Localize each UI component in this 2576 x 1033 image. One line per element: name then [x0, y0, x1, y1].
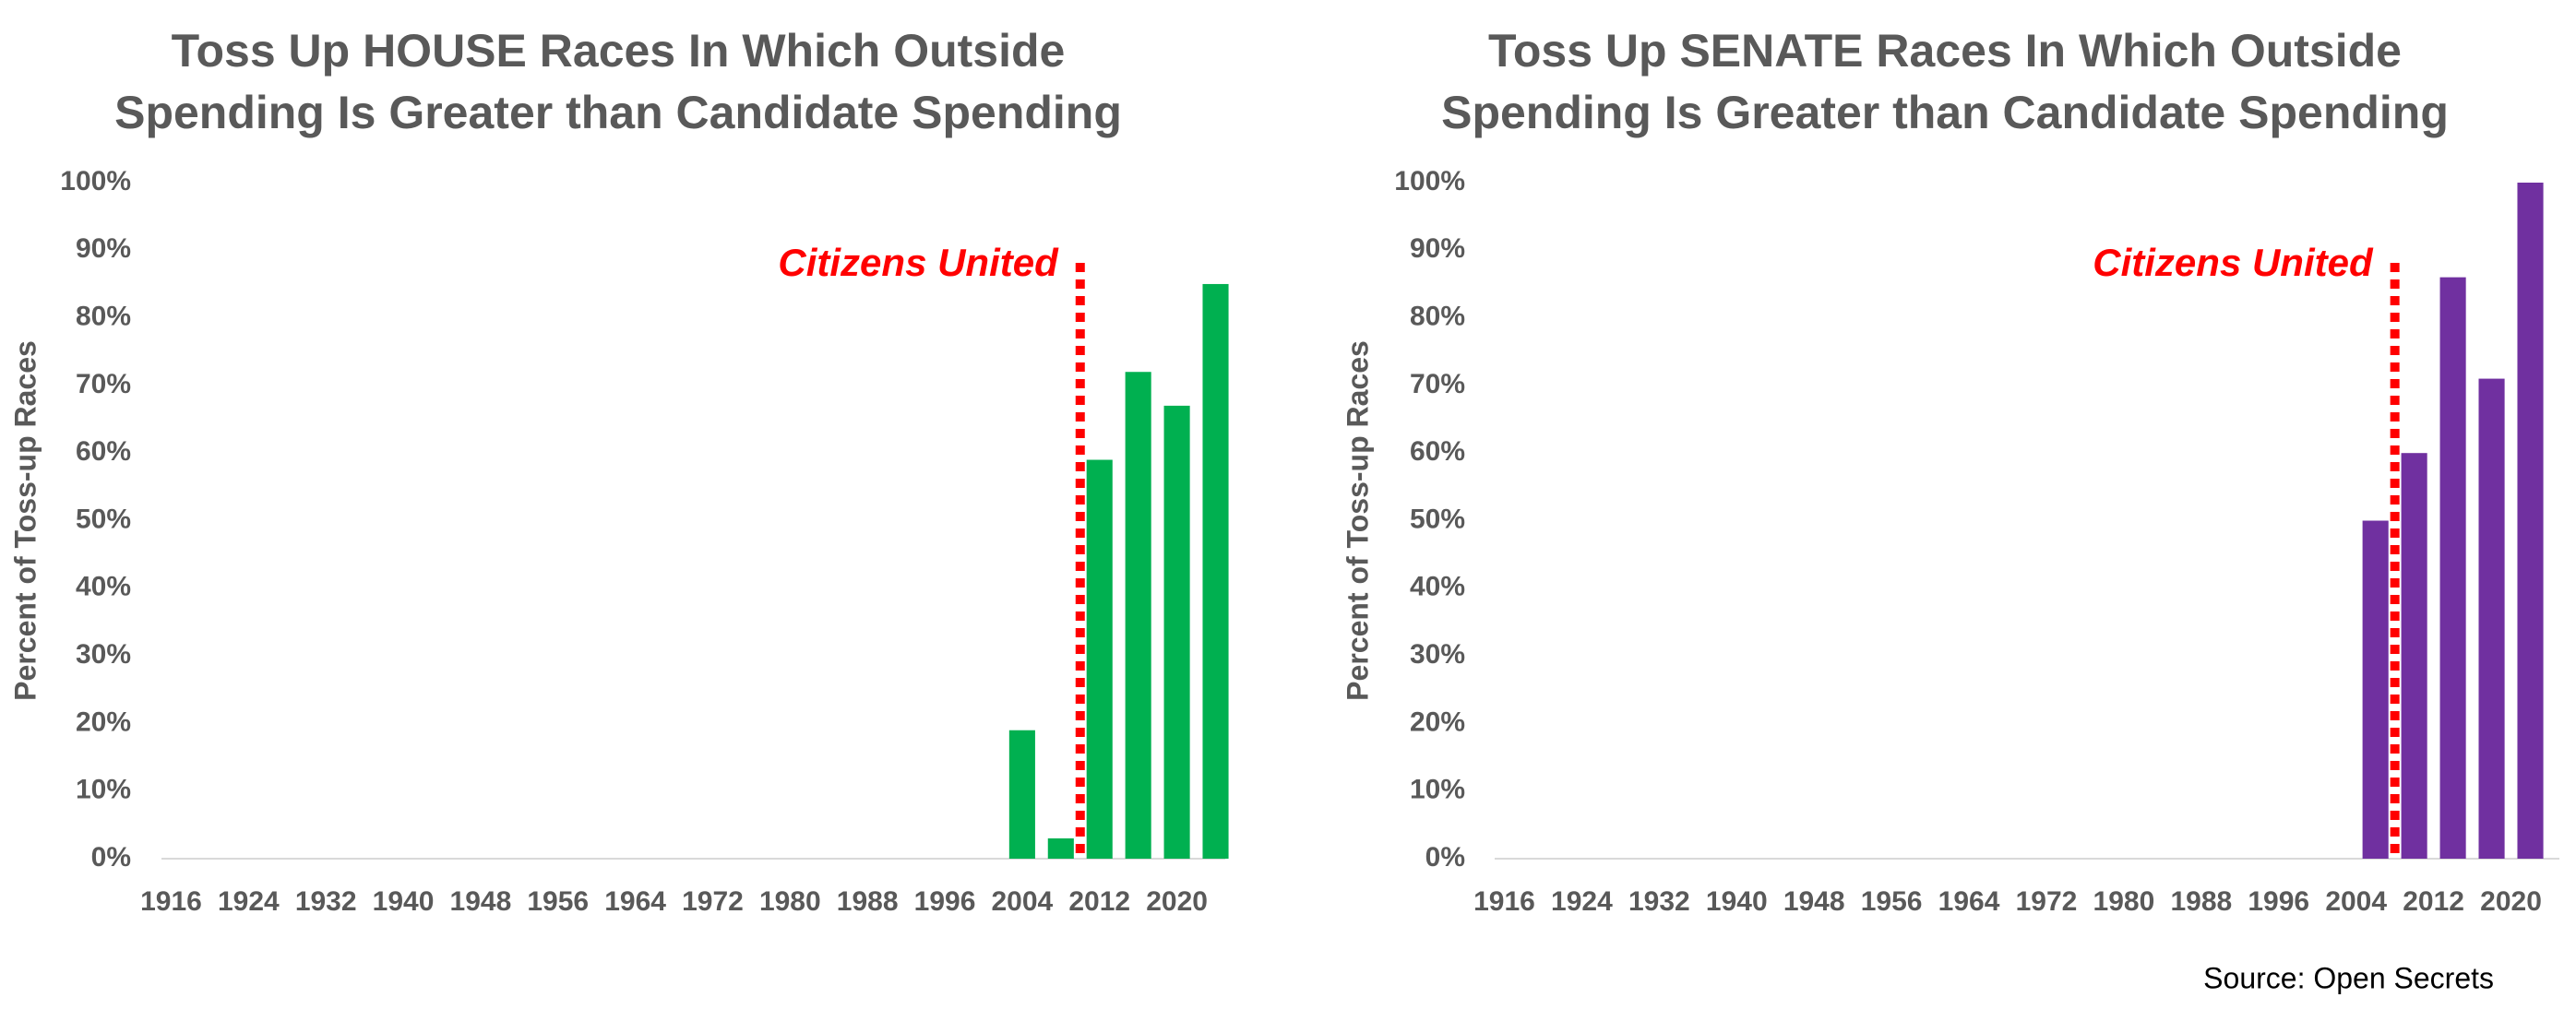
x-tick-label: 1924: [1551, 886, 1613, 917]
bar: [1008, 730, 1035, 859]
y-tick-label: 20%: [1410, 706, 1465, 737]
x-tick-label: 1948: [1783, 886, 1845, 917]
x-tick-label: 2020: [2480, 886, 2542, 917]
y-axis-label: Percent of Toss-up Races: [1341, 340, 1374, 701]
x-tick-label: 1964: [1938, 886, 2000, 917]
x-tick-label: 1956: [1861, 886, 1923, 917]
bar: [1202, 283, 1229, 859]
source: Source: Open Secrets: [2203, 961, 2494, 994]
bar: [2478, 378, 2505, 859]
y-tick-label: 30%: [1410, 639, 1465, 670]
y-tick-label: 40%: [76, 572, 131, 602]
x-tick-label: 1932: [1628, 886, 1690, 917]
y-tick-label: 60%: [76, 436, 131, 467]
y-tick-label: 40%: [1410, 572, 1465, 602]
y-tick-label: 90%: [76, 233, 131, 264]
y-tick-label: 90%: [1410, 233, 1465, 264]
x-tick-label: 1932: [295, 886, 357, 917]
bar: [1086, 459, 1113, 859]
x-tick-label: 2004: [992, 886, 1054, 917]
bar: [1047, 838, 1074, 859]
x-tick-label: 1980: [759, 886, 821, 917]
chart-title: Toss Up HOUSE Races In Which Outside: [172, 25, 1066, 77]
bar: [1125, 372, 1151, 859]
y-tick-label: 50%: [1410, 504, 1465, 534]
y-tick-label: 100%: [1394, 166, 1465, 196]
x-tick-label: 2012: [2403, 886, 2464, 917]
x-tick-label: 1940: [373, 886, 435, 917]
y-tick-label: 10%: [1410, 775, 1465, 805]
y-tick-label: 30%: [76, 639, 131, 670]
bar: [2401, 453, 2427, 859]
y-tick-label: 50%: [76, 504, 131, 534]
chart-title: Spending Is Greater than Candidate Spend…: [1441, 87, 2449, 138]
annotation-label: Citizens United: [2093, 241, 2374, 284]
x-tick-label: 1972: [2016, 886, 2078, 917]
y-tick-label: 0%: [91, 842, 131, 873]
chart-title: Spending Is Greater than Candidate Spend…: [114, 87, 1122, 138]
y-tick-label: 70%: [1410, 369, 1465, 399]
x-tick-label: 2012: [1068, 886, 1130, 917]
x-tick-label: 1980: [2093, 886, 2155, 917]
x-tick-label: 1916: [140, 886, 202, 917]
x-tick-label: 1988: [837, 886, 899, 917]
x-tick-label: 1956: [527, 886, 589, 917]
y-tick-label: 80%: [76, 302, 131, 332]
annotation-label: Citizens United: [778, 241, 1059, 284]
x-tick-label: 1964: [604, 886, 666, 917]
y-tick-label: 80%: [1410, 302, 1465, 332]
bar: [2517, 183, 2544, 859]
x-tick-label: 1972: [682, 886, 744, 917]
y-tick-label: 0%: [1425, 842, 1465, 873]
y-tick-label: 20%: [76, 706, 131, 737]
y-tick-label: 100%: [60, 166, 131, 196]
x-tick-label: 1988: [2170, 886, 2232, 917]
y-tick-label: 70%: [76, 369, 131, 399]
x-tick-label: 2020: [1146, 886, 1208, 917]
y-axis-label: Percent of Toss-up Races: [8, 340, 42, 701]
y-tick-label: 60%: [1410, 436, 1465, 467]
y-tick-label: 10%: [76, 775, 131, 805]
x-tick-label: 1948: [450, 886, 512, 917]
x-tick-label: 1996: [914, 886, 976, 917]
x-tick-label: 1996: [2248, 886, 2309, 917]
x-tick-label: 2004: [2325, 886, 2387, 917]
bar: [2362, 520, 2389, 859]
chart-title: Toss Up SENATE Races In Which Outside: [1488, 25, 2402, 77]
bar: [2439, 277, 2466, 859]
x-tick-label: 1916: [1473, 886, 1535, 917]
bar: [1163, 405, 1190, 859]
x-tick-label: 1940: [1706, 886, 1768, 917]
x-tick-label: 1924: [218, 886, 280, 917]
